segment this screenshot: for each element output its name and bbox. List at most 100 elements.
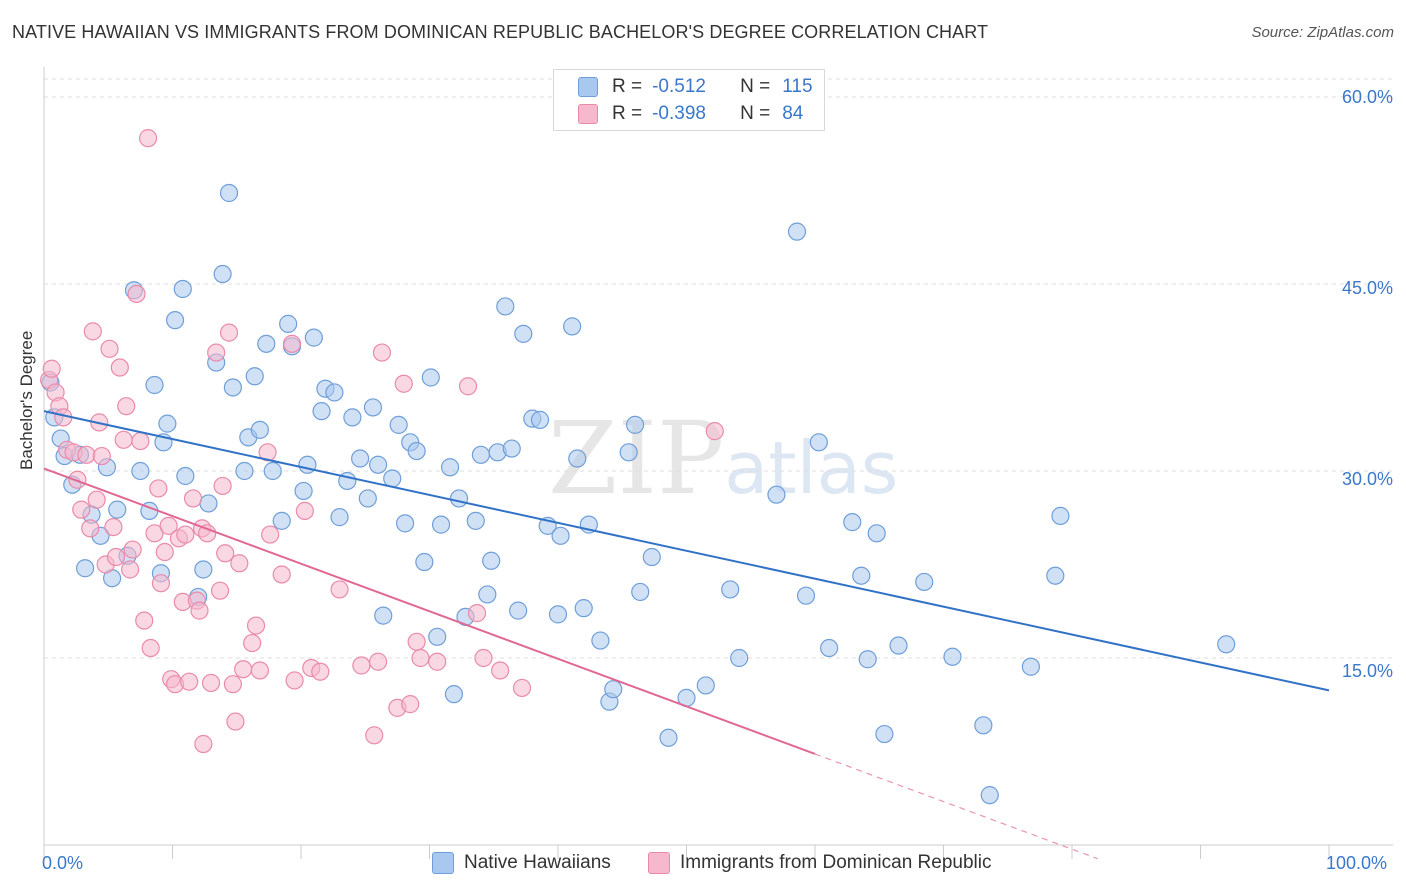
point-native-hawaiian <box>574 599 593 618</box>
point-native-hawaiian <box>889 636 908 655</box>
point-native-hawaiian <box>1021 657 1040 676</box>
point-dominican <box>127 284 146 304</box>
point-native-hawaiian <box>867 524 886 543</box>
point-dominican <box>226 712 245 731</box>
point-dominican <box>42 359 61 378</box>
legend-swatch-blue <box>578 77 598 97</box>
point-native-hawaiian <box>213 264 232 284</box>
point-dominican <box>151 574 171 593</box>
point-native-hawaiian <box>165 311 185 330</box>
point-native-hawaiian <box>199 494 218 513</box>
point-dominican <box>352 656 371 675</box>
point-native-hawaiian <box>478 585 497 604</box>
point-native-hawaiian <box>625 415 645 434</box>
legend-r-value: -0.512 <box>652 76 706 97</box>
point-native-hawaiian <box>471 445 490 464</box>
point-native-hawaiian <box>591 631 610 650</box>
trendline-native-hawaiian <box>43 410 1330 692</box>
point-native-hawaiian <box>173 279 192 299</box>
trendline-extension-dominican <box>814 753 1098 860</box>
point-dominican <box>87 490 106 509</box>
point-native-hawaiian <box>509 601 528 620</box>
point-dominican <box>428 652 447 671</box>
point-dominican <box>474 648 493 668</box>
point-native-hawaiian <box>440 458 460 477</box>
point-native-hawaiian <box>730 648 749 668</box>
bottom-legend-native-hawaiians: Native Hawaiians <box>432 852 611 874</box>
legend-n-label: N = <box>740 76 771 97</box>
correlation-legend: R = -0.512 N = 115 R = -0.398 N = 84 <box>553 69 825 131</box>
point-native-hawaiian <box>1046 566 1065 585</box>
point-dominican <box>295 501 314 520</box>
bottom-legend-swatch-blue <box>432 852 454 874</box>
point-dominican <box>106 547 126 567</box>
point-dominican <box>68 470 87 489</box>
point-dominican <box>401 695 420 714</box>
point-dominican <box>207 343 226 362</box>
point-native-hawaiian <box>312 402 331 421</box>
point-dominican <box>190 601 209 620</box>
legend-row-dominican: R = -0.398 N = 84 <box>578 102 803 126</box>
point-native-hawaiian <box>358 489 377 508</box>
point-native-hawaiian <box>568 449 587 468</box>
point-dominican <box>201 673 221 693</box>
point-native-hawaiian <box>108 500 127 519</box>
point-native-hawaiian <box>619 443 638 462</box>
point-dominican <box>365 726 384 745</box>
point-native-hawaiian <box>158 414 177 433</box>
y-tick-label-15: 15.0% <box>1341 661 1393 681</box>
point-dominican <box>213 476 232 496</box>
point-native-hawaiian <box>245 367 264 386</box>
bottom-legend-label: Native Hawaiians <box>464 852 611 873</box>
point-native-hawaiian <box>444 685 464 704</box>
point-dominican <box>216 544 235 563</box>
legend-n-label: N = <box>740 103 771 124</box>
point-native-hawaiian <box>548 605 568 624</box>
point-dominican <box>92 446 111 466</box>
point-native-hawaiian <box>563 317 582 336</box>
legend-r-label: R = <box>612 103 643 124</box>
legend-n-value: 115 <box>782 76 813 97</box>
y-axis-label: Bachelor's Degree <box>17 330 36 470</box>
point-native-hawaiian <box>279 314 298 333</box>
point-native-hawaiian <box>369 455 388 474</box>
chart-source: Source: ZipAtlas.com <box>1251 24 1394 41</box>
point-dominican <box>407 632 426 651</box>
point-native-hawaiian <box>235 461 254 481</box>
point-dominican <box>243 633 262 653</box>
point-dominican <box>210 581 230 600</box>
point-dominican <box>149 479 168 498</box>
point-dominican <box>491 661 510 680</box>
point-dominican <box>120 560 140 579</box>
point-native-hawaiian <box>263 461 282 481</box>
point-dominican <box>104 517 123 537</box>
point-dominican <box>285 671 304 690</box>
point-dominican <box>110 358 129 377</box>
point-dominican <box>330 580 349 599</box>
point-native-hawaiian <box>974 716 993 735</box>
point-dominican <box>180 672 199 691</box>
point-native-hawaiian <box>1217 635 1236 654</box>
y-tick-label-30: 30.0% <box>1341 469 1393 489</box>
legend-row-native-hawaiians: R = -0.512 N = 115 <box>578 75 813 99</box>
point-native-hawaiian <box>604 680 623 699</box>
point-native-hawaiian <box>642 547 661 567</box>
point-dominican <box>369 652 388 671</box>
point-native-hawaiian <box>76 559 95 578</box>
point-native-hawaiian <box>294 481 313 501</box>
point-dominican <box>198 524 217 543</box>
point-native-hawaiian <box>502 439 521 458</box>
point-native-hawaiian <box>659 728 678 747</box>
point-dominican <box>194 734 213 754</box>
point-native-hawaiian <box>875 724 894 744</box>
point-native-hawaiian <box>250 420 269 439</box>
point-native-hawaiian <box>325 383 344 402</box>
point-dominican <box>145 524 164 543</box>
point-native-hawaiian <box>631 582 650 602</box>
point-dominican <box>246 616 266 635</box>
point-native-hawaiian <box>449 489 469 508</box>
point-native-hawaiian <box>482 551 501 570</box>
point-dominican <box>72 500 91 519</box>
point-native-hawaiian <box>820 638 839 658</box>
